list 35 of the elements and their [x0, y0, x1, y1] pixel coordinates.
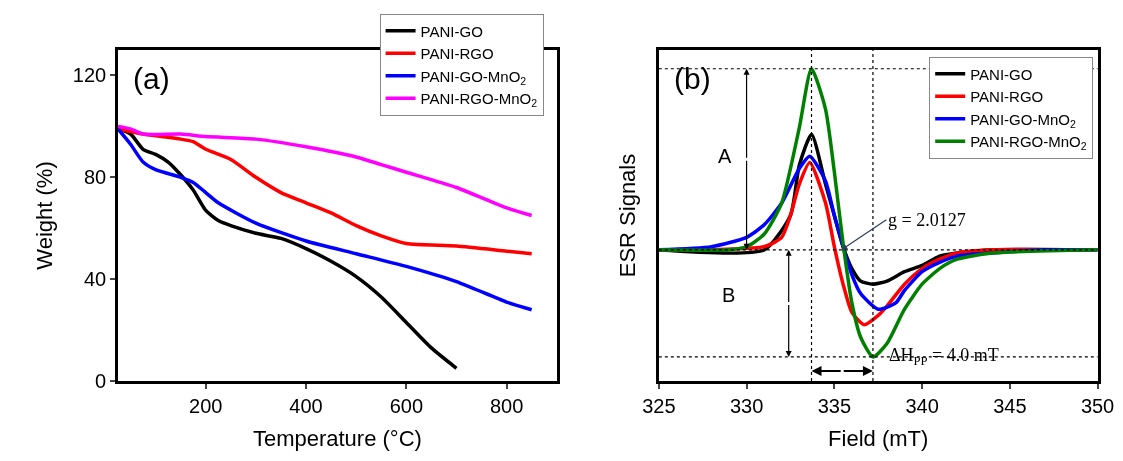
legend-label: PANI-GO: [420, 22, 483, 40]
annotation: g = 2.0127: [888, 210, 966, 230]
legend-label: PANI-GO: [970, 65, 1033, 83]
legend-label: PANI-RGO-MnO$_{2}$: [420, 90, 538, 110]
x-tick-label: 325: [642, 394, 676, 417]
annotation: ΔH$_{PP}$ = 4.0 mT: [889, 345, 999, 368]
annotation: A: [718, 145, 732, 167]
annotation: (a): [133, 62, 170, 95]
y-tick-label: 0: [95, 370, 107, 392]
y-tick-label: 80: [84, 166, 107, 189]
x-tick-label: 330: [729, 394, 764, 417]
line-series: [118, 127, 534, 312]
x-tick-label: 800: [489, 394, 524, 417]
x-axis-title: Field (mT): [828, 425, 929, 451]
x-tick-label: 335: [817, 394, 852, 417]
line-series: [118, 124, 534, 218]
legend-label: PANI-GO-MnO$_{2}$: [970, 110, 1076, 130]
x-tick-label: 400: [289, 394, 323, 417]
x-tick-label: 350: [1080, 394, 1115, 417]
legend-label: PANI-GO-MnO$_{2}$: [420, 67, 527, 87]
x-tick-label: 200: [189, 394, 223, 417]
y-axis-title: Weight (%): [31, 161, 57, 270]
line-series: [118, 127, 534, 256]
x-tick-label: 345: [993, 394, 1027, 417]
annotation: (b): [674, 62, 711, 95]
x-tick-label: 600: [389, 394, 424, 417]
y-axis-title: ESR Signals: [614, 153, 640, 278]
x-axis-title: Temperature (°C): [252, 425, 422, 451]
legend-label: PANI-RGO-MnO$_{2}$: [970, 133, 1087, 153]
legend-label: PANI-RGO: [420, 45, 494, 63]
annotation: B: [722, 284, 736, 306]
y-tick-label: 120: [72, 64, 107, 87]
legend-label: PANI-RGO: [970, 88, 1044, 106]
x-tick-label: 340: [905, 394, 939, 417]
y-tick-label: 40: [84, 268, 107, 291]
